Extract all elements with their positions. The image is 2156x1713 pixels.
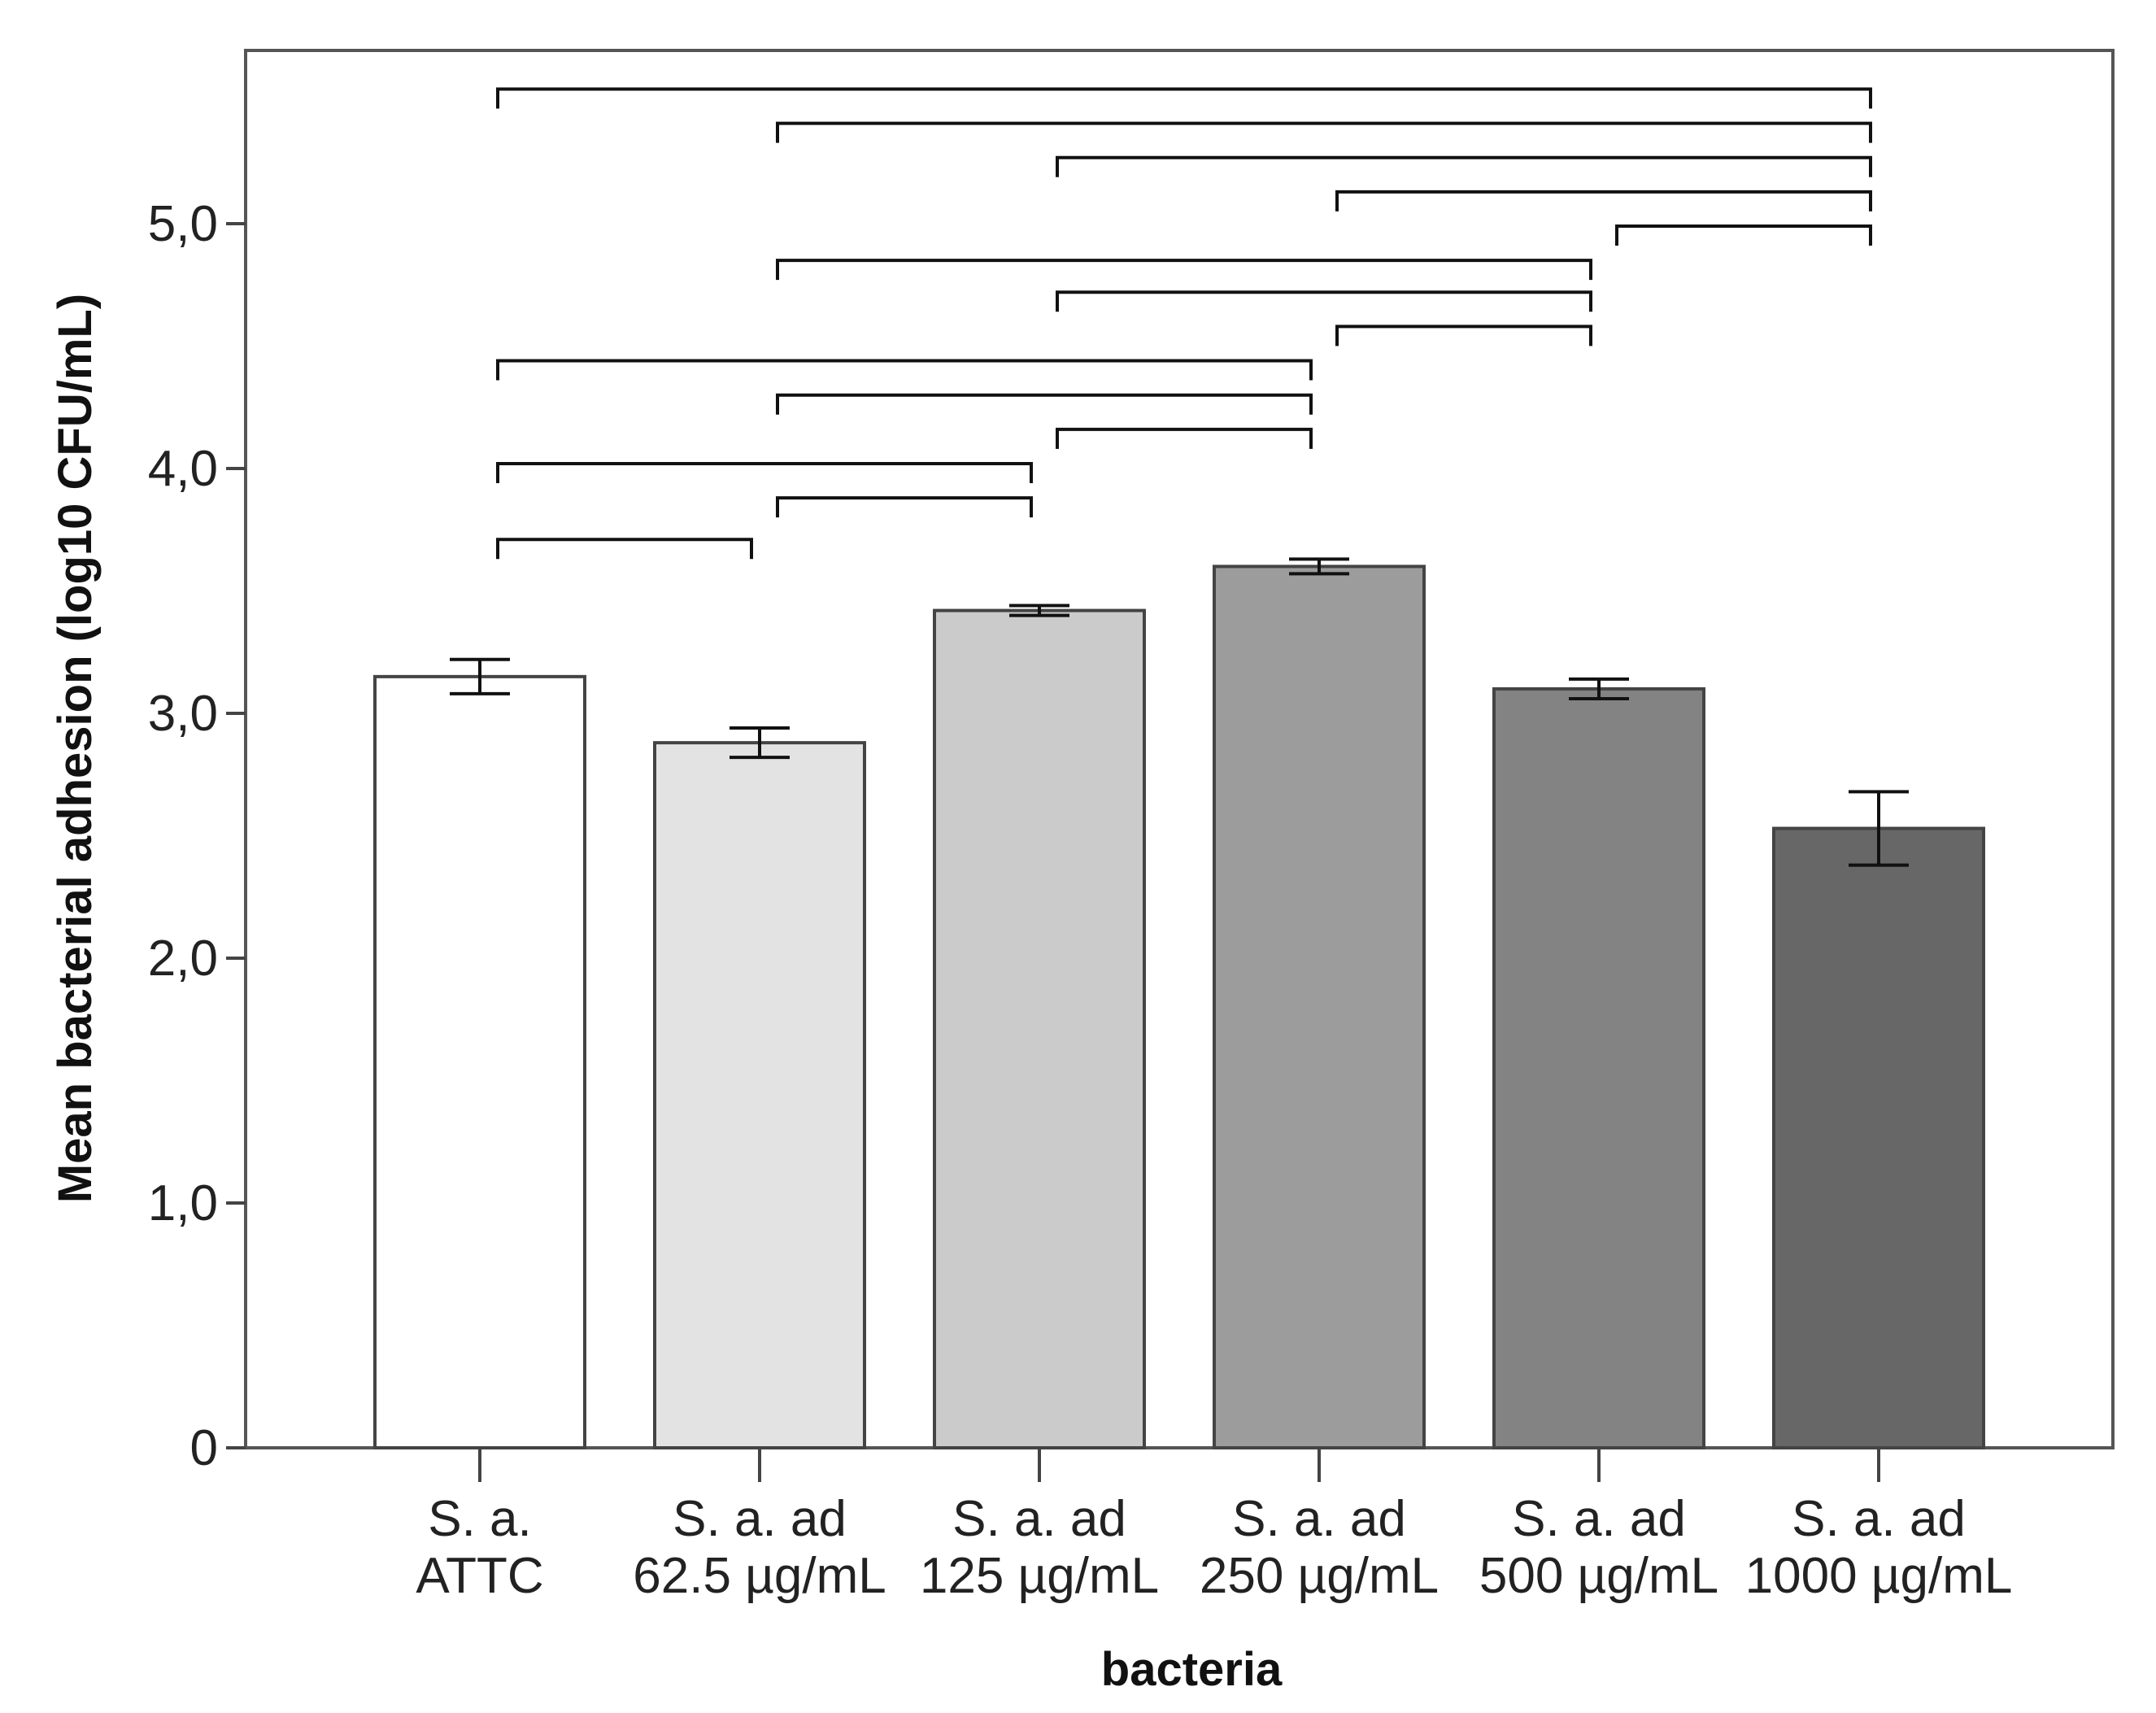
category-label: 250 µg/mL — [1200, 1548, 1439, 1604]
y-tick-label: 1,0 — [148, 1175, 218, 1231]
significance-bracket — [1615, 224, 1872, 246]
significance-brackets — [496, 87, 1872, 560]
significance-bracket — [496, 538, 753, 560]
category-label: ATTC — [416, 1548, 543, 1604]
y-tick-label: 4,0 — [148, 441, 218, 497]
significance-bracket — [776, 496, 1033, 518]
significance-bracket — [1056, 155, 1872, 177]
significance-bracket — [776, 259, 1592, 281]
bars — [373, 564, 1985, 1450]
category-label: 1000 µg/mL — [1745, 1548, 2013, 1604]
bar — [1772, 826, 1985, 1449]
category-label: S. a. — [428, 1491, 532, 1547]
significance-bracket — [496, 359, 1313, 381]
category-label: 125 µg/mL — [920, 1548, 1159, 1604]
category-label: S. a. ad — [1232, 1491, 1406, 1547]
category-label: 62.5 µg/mL — [633, 1548, 886, 1604]
plot-frame — [244, 49, 2115, 1449]
bar — [933, 608, 1146, 1450]
category-label: S. a. ad — [1792, 1491, 1966, 1547]
significance-bracket — [496, 87, 1872, 109]
y-axis-title: Mean bacterial adhesion (log10 CFU/mL) — [49, 294, 102, 1203]
significance-bracket — [1056, 290, 1592, 312]
significance-bracket — [776, 393, 1313, 415]
bar — [653, 741, 866, 1449]
category-label: S. a. ad — [1512, 1491, 1686, 1547]
bar — [1492, 687, 1705, 1449]
y-tick-label: 0 — [190, 1420, 218, 1476]
bar — [1213, 564, 1426, 1449]
category-label: S. a. ad — [673, 1491, 847, 1547]
category-label: S. a. ad — [952, 1491, 1126, 1547]
significance-bracket — [1335, 190, 1872, 211]
error-bars — [450, 557, 1909, 867]
x-axis-title: bacteria — [1101, 1643, 1283, 1696]
y-axis: 0 1,0 2,0 3,0 4,0 5,0 — [148, 196, 246, 1476]
category-label: 500 µg/mL — [1479, 1548, 1718, 1604]
significance-bracket — [776, 121, 1872, 143]
bar — [373, 674, 586, 1449]
significance-bracket — [1056, 427, 1313, 449]
y-tick-label: 2,0 — [148, 931, 218, 987]
significance-bracket — [1335, 325, 1592, 347]
y-tick-label: 3,0 — [148, 686, 218, 742]
y-tick-label: 5,0 — [148, 196, 218, 252]
significance-bracket — [496, 461, 1033, 483]
